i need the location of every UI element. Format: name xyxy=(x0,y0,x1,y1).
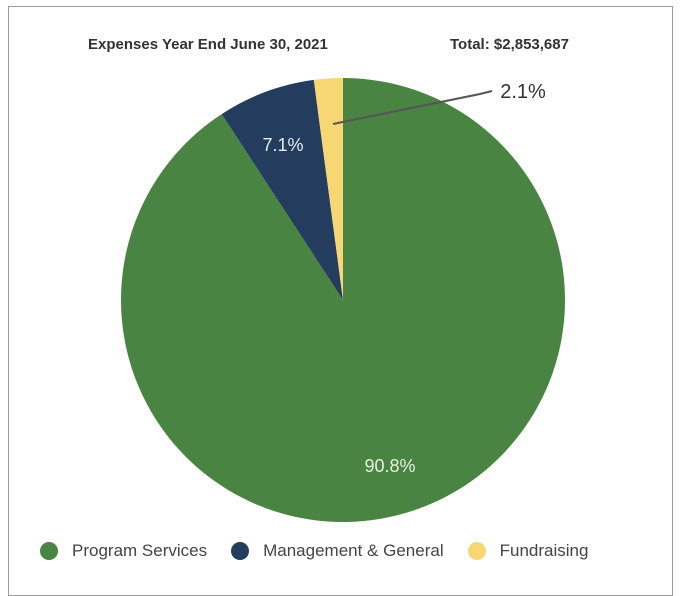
legend-swatch-fundraising xyxy=(467,542,486,560)
pie-slices xyxy=(121,78,566,522)
data-label-program-services: 90.8% xyxy=(364,456,415,476)
pie-labels: 90.8% 7.1% 2.1% xyxy=(262,81,546,476)
pie-slice-management-general xyxy=(221,79,343,300)
legend-item-management-general: Management & General xyxy=(231,541,444,561)
legend-label-program-services: Program Services xyxy=(72,541,208,560)
legend-swatch-program-services xyxy=(40,542,58,560)
pie-slice-fundraising xyxy=(313,78,343,300)
chart-title: Expenses Year End June 30, 2021 xyxy=(88,36,328,53)
chart-total: Total: $2,853,687 xyxy=(450,36,569,53)
data-label-management-general: 7.1% xyxy=(262,135,303,155)
legend-label-management-general: Management & General xyxy=(263,541,444,560)
legend-item-fundraising: Fundraising xyxy=(467,541,589,561)
legend-item-program-services: Program Services xyxy=(40,541,207,561)
data-label-fundraising: 2.1% xyxy=(500,81,546,103)
legend: Program Services Management & General Fu… xyxy=(40,541,612,561)
legend-label-fundraising: Fundraising xyxy=(499,541,589,560)
leader-line-fundraising xyxy=(332,90,493,125)
pie-slice-program-services xyxy=(121,78,566,522)
legend-swatch-management-general xyxy=(231,542,250,560)
